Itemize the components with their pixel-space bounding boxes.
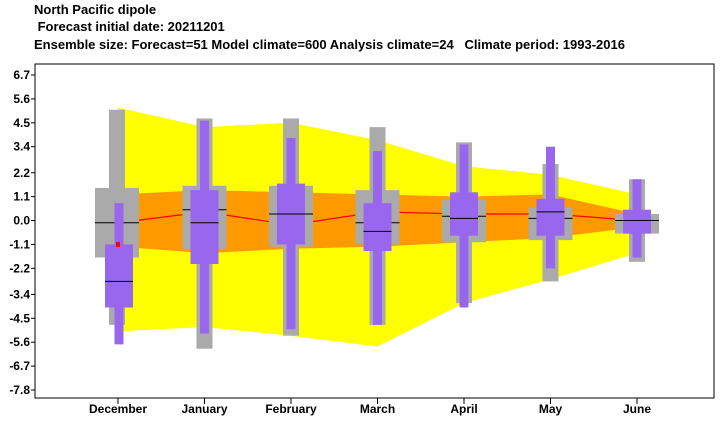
y-tick-label: 3.4 <box>13 140 30 154</box>
y-tick-label: 0.0 <box>13 214 30 228</box>
x-tick-label: May <box>539 402 563 416</box>
box-group-april <box>442 142 486 308</box>
x-tick-label: March <box>360 402 395 416</box>
forecast-box <box>190 190 219 264</box>
y-tick-label: -6.7 <box>9 359 30 373</box>
y-tick-label: 6.7 <box>13 68 30 82</box>
forecast-box <box>623 209 651 234</box>
x-tick-label: February <box>265 402 317 416</box>
y-tick-label: -5.6 <box>9 335 30 349</box>
box-group-may <box>528 146 573 282</box>
box-group-march <box>355 127 400 325</box>
x-tick-label: April <box>450 402 477 416</box>
forecast-box <box>105 244 133 308</box>
box-group-december <box>95 109 139 345</box>
forecast-date: Forecast initial date: 20211201 <box>34 19 225 34</box>
y-axis: 6.7 5.6 4.5 3.4 2.2 1.1 0.0 -1.1 -2.2 -3.4 -4.5 -5.… <box>9 68 35 397</box>
y-tick-label: -1.1 <box>9 237 30 251</box>
x-tick-label: December <box>89 402 147 416</box>
y-tick-label: 1.1 <box>13 190 30 204</box>
forecast-box <box>363 203 392 251</box>
box-group-january <box>182 118 227 349</box>
ensemble-info: Ensemble size: Forecast=51 Model climate… <box>34 37 625 52</box>
x-tick-label: January <box>181 402 227 416</box>
y-tick-label: 4.5 <box>13 116 30 130</box>
forecast-box <box>450 192 478 236</box>
box-group-february <box>269 118 313 336</box>
forecast-box <box>536 198 565 236</box>
analysis-marker <box>116 241 120 247</box>
y-tick-label: -3.4 <box>9 287 30 301</box>
y-tick-label: -4.5 <box>9 311 30 325</box>
y-tick-label: -2.2 <box>9 261 30 275</box>
y-tick-label: -7.8 <box>9 383 30 397</box>
plot-frame <box>34 63 715 399</box>
x-tick-label: June <box>623 402 651 416</box>
box-group-june <box>615 179 659 262</box>
box-plots <box>95 109 659 349</box>
y-tick-label: 2.2 <box>13 166 30 180</box>
chart-title: North Pacific dipole <box>34 2 157 17</box>
x-axis: December January February March April May June <box>89 398 651 416</box>
y-tick-label: 5.6 <box>13 92 30 106</box>
